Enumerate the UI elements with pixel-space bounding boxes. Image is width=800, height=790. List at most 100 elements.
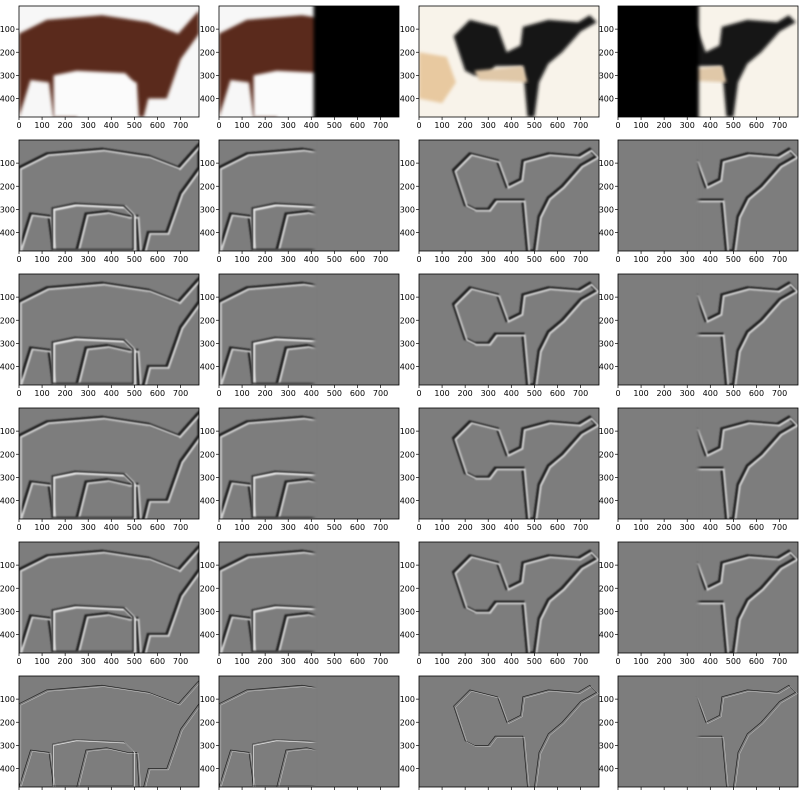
y-tick-label: 300	[400, 71, 415, 80]
y-tick-label: 100	[200, 695, 215, 704]
y-tick-label: 300	[200, 205, 215, 214]
y-tick-label: 200	[0, 584, 15, 593]
x-tick-label: 200	[58, 121, 73, 130]
x-tick-label: 0	[416, 523, 421, 532]
x-tick-label: 300	[680, 657, 695, 666]
y-tick-label: 100	[599, 695, 614, 704]
y-tick-label: 400	[400, 95, 415, 104]
y-tick-label: 200	[400, 316, 415, 325]
x-tick-label: 200	[657, 121, 672, 130]
x-tick-label: 700	[573, 523, 588, 532]
y-tick-label: 100	[400, 427, 415, 436]
x-tick-label: 600	[350, 523, 365, 532]
x-tick-label: 500	[527, 255, 542, 264]
x-tick-label: 400	[104, 255, 119, 264]
panel-frame	[218, 675, 400, 788]
y-tick-label: 200	[200, 182, 215, 191]
y-tick-label: 300	[200, 473, 215, 482]
x-tick-label: 100	[234, 121, 249, 130]
x-tick-label: 300	[281, 523, 296, 532]
y-tick-label: 300	[400, 607, 415, 616]
x-tick-label: 600	[350, 389, 365, 398]
x-tick-label: 0	[16, 389, 21, 398]
x-tick-label: 0	[416, 121, 421, 130]
x-tick-label: 400	[304, 121, 319, 130]
x-tick-label: 0	[615, 523, 620, 532]
x-tick-label: 100	[234, 389, 249, 398]
y-tick-label: 400	[599, 765, 614, 774]
y-tick-label: 100	[599, 25, 614, 34]
x-tick-label: 500	[327, 657, 342, 666]
x-tick-label: 300	[481, 389, 496, 398]
x-tick-label: 400	[304, 523, 319, 532]
panel-frame	[18, 273, 200, 386]
x-tick-label: 700	[573, 389, 588, 398]
x-tick-label: 200	[258, 523, 273, 532]
y-tick-label: 300	[400, 205, 415, 214]
x-tick-label: 100	[234, 523, 249, 532]
x-tick-label: 600	[749, 121, 764, 130]
y-tick-label: 400	[599, 363, 614, 372]
x-tick-label: 0	[16, 523, 21, 532]
x-tick-label: 0	[416, 255, 421, 264]
x-tick-label: 700	[173, 389, 188, 398]
y-tick-label: 400	[400, 631, 415, 640]
x-tick-label: 300	[281, 255, 296, 264]
x-tick-label: 700	[373, 255, 388, 264]
panel-frame	[218, 407, 400, 520]
x-tick-label: 0	[615, 657, 620, 666]
y-tick-label: 300	[599, 71, 614, 80]
y-tick-label: 100	[0, 25, 15, 34]
x-tick-label: 200	[258, 255, 273, 264]
x-tick-label: 500	[726, 255, 741, 264]
y-tick-label: 200	[200, 584, 215, 593]
panel-frame	[18, 541, 200, 654]
x-tick-label: 500	[726, 389, 741, 398]
y-tick-label: 200	[400, 450, 415, 459]
x-tick-label: 700	[173, 121, 188, 130]
x-tick-label: 200	[458, 255, 473, 264]
y-tick-label: 200	[599, 718, 614, 727]
x-tick-label: 400	[304, 657, 319, 666]
x-tick-label: 600	[550, 523, 565, 532]
x-tick-label: 100	[34, 657, 49, 666]
y-tick-label: 200	[200, 48, 215, 57]
x-tick-label: 200	[258, 657, 273, 666]
y-tick-label: 100	[200, 561, 215, 570]
x-tick-label: 400	[703, 389, 718, 398]
x-tick-label: 300	[81, 389, 96, 398]
x-tick-label: 700	[173, 523, 188, 532]
panel-frame	[418, 273, 600, 386]
x-tick-label: 100	[633, 121, 648, 130]
y-tick-label: 100	[200, 293, 215, 302]
x-tick-label: 600	[150, 657, 165, 666]
x-tick-label: 400	[703, 255, 718, 264]
panel-frame	[617, 407, 799, 520]
x-tick-label: 100	[633, 523, 648, 532]
x-tick-label: 600	[150, 255, 165, 264]
x-tick-label: 600	[150, 389, 165, 398]
y-tick-label: 400	[599, 229, 614, 238]
x-tick-label: 0	[16, 657, 21, 666]
y-tick-label: 300	[200, 741, 215, 750]
x-tick-label: 500	[127, 523, 142, 532]
y-tick-label: 200	[599, 48, 614, 57]
x-tick-label: 600	[550, 255, 565, 264]
x-tick-label: 500	[327, 389, 342, 398]
x-tick-label: 300	[680, 523, 695, 532]
x-tick-label: 200	[258, 389, 273, 398]
y-tick-label: 200	[200, 718, 215, 727]
y-tick-label: 100	[599, 159, 614, 168]
panel-frame	[418, 139, 600, 252]
panel-frame	[218, 273, 400, 386]
